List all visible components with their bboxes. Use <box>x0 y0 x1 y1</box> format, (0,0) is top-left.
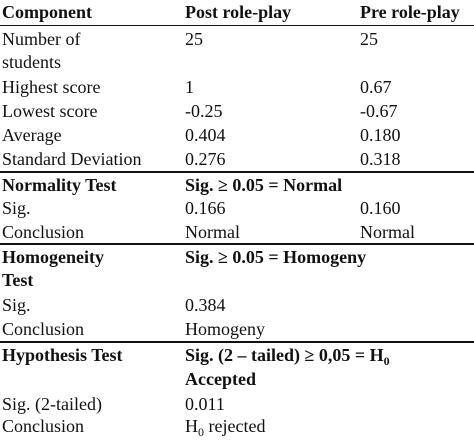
lowest-pre: -0.67 <box>360 101 398 121</box>
normality-conclusion-label: Conclusion <box>2 222 85 242</box>
hypothesis-sig-label: Sig. (2-tailed) <box>2 394 102 414</box>
hypothesis-conclusion-rest: rejected <box>204 416 266 436</box>
hypothesis-criterion-line2: Accepted <box>185 369 256 389</box>
normality-sig-pre: 0.160 <box>360 198 401 218</box>
highest-post: 1 <box>185 77 194 97</box>
hypothesis-conclusion-h: H <box>185 416 198 436</box>
header-post: Post role-play <box>185 2 292 22</box>
sd-label: Standard Deviation <box>2 149 142 169</box>
hypothesis-criterion-subscript: 0 <box>383 354 390 368</box>
header-pre: Pre role-play <box>360 2 460 22</box>
average-post: 0.404 <box>185 125 226 145</box>
highest-label: Highest score <box>2 77 101 97</box>
normality-conclusion-post: Normal <box>185 222 240 242</box>
students-label-line2: students <box>2 52 62 72</box>
normality-rule <box>0 171 474 173</box>
hypothesis-conclusion-label: Conclusion <box>2 416 85 436</box>
normality-conclusion-pre: Normal <box>360 222 415 242</box>
normality-sig-label: Sig. <box>2 198 31 218</box>
homogeneity-conclusion-value: Homogeny <box>185 319 265 339</box>
lowest-post: -0.25 <box>185 101 223 121</box>
homogeneity-title-line2: Test <box>2 270 34 290</box>
homogeneity-title-line1: Homogeneity <box>2 247 104 267</box>
header-component: Component <box>2 2 93 22</box>
homogeneity-conclusion-label: Conclusion <box>2 319 85 339</box>
students-post: 25 <box>185 29 203 49</box>
normality-criterion: Sig. ≥ 0.05 = Normal <box>185 175 343 195</box>
homogeneity-criterion: Sig. ≥ 0.05 = Homogeny <box>185 247 367 267</box>
lowest-label: Lowest score <box>2 101 98 121</box>
hypothesis-sig-value: 0.011 <box>185 394 225 414</box>
homogeneity-sig-value: 0.384 <box>185 295 226 315</box>
hypothesis-conclusion-value: H0 rejected <box>185 414 265 440</box>
average-label: Average <box>2 125 62 145</box>
sd-pre: 0.318 <box>360 149 401 169</box>
average-pre: 0.180 <box>360 125 401 145</box>
normality-sig-post: 0.166 <box>185 198 226 218</box>
hypothesis-title: Hypothesis Test <box>2 345 123 365</box>
hypothesis-rule <box>0 341 474 343</box>
normality-title: Normality Test <box>2 175 117 195</box>
header-rule <box>0 25 474 26</box>
hypothesis-criterion-line1: Sig. (2 – tailed) ≥ 0,05 = H0 <box>185 343 390 369</box>
hypothesis-conclusion-subscript: 0 <box>198 425 204 439</box>
sd-post: 0.276 <box>185 149 226 169</box>
homogeneity-rule <box>0 243 474 245</box>
hypothesis-criterion-text: Sig. (2 – tailed) ≥ 0,05 = H <box>185 345 384 365</box>
students-pre: 25 <box>360 29 378 49</box>
highest-pre: 0.67 <box>360 77 392 97</box>
homogeneity-sig-label: Sig. <box>2 295 31 315</box>
students-label-line1: Number of <box>2 29 81 49</box>
